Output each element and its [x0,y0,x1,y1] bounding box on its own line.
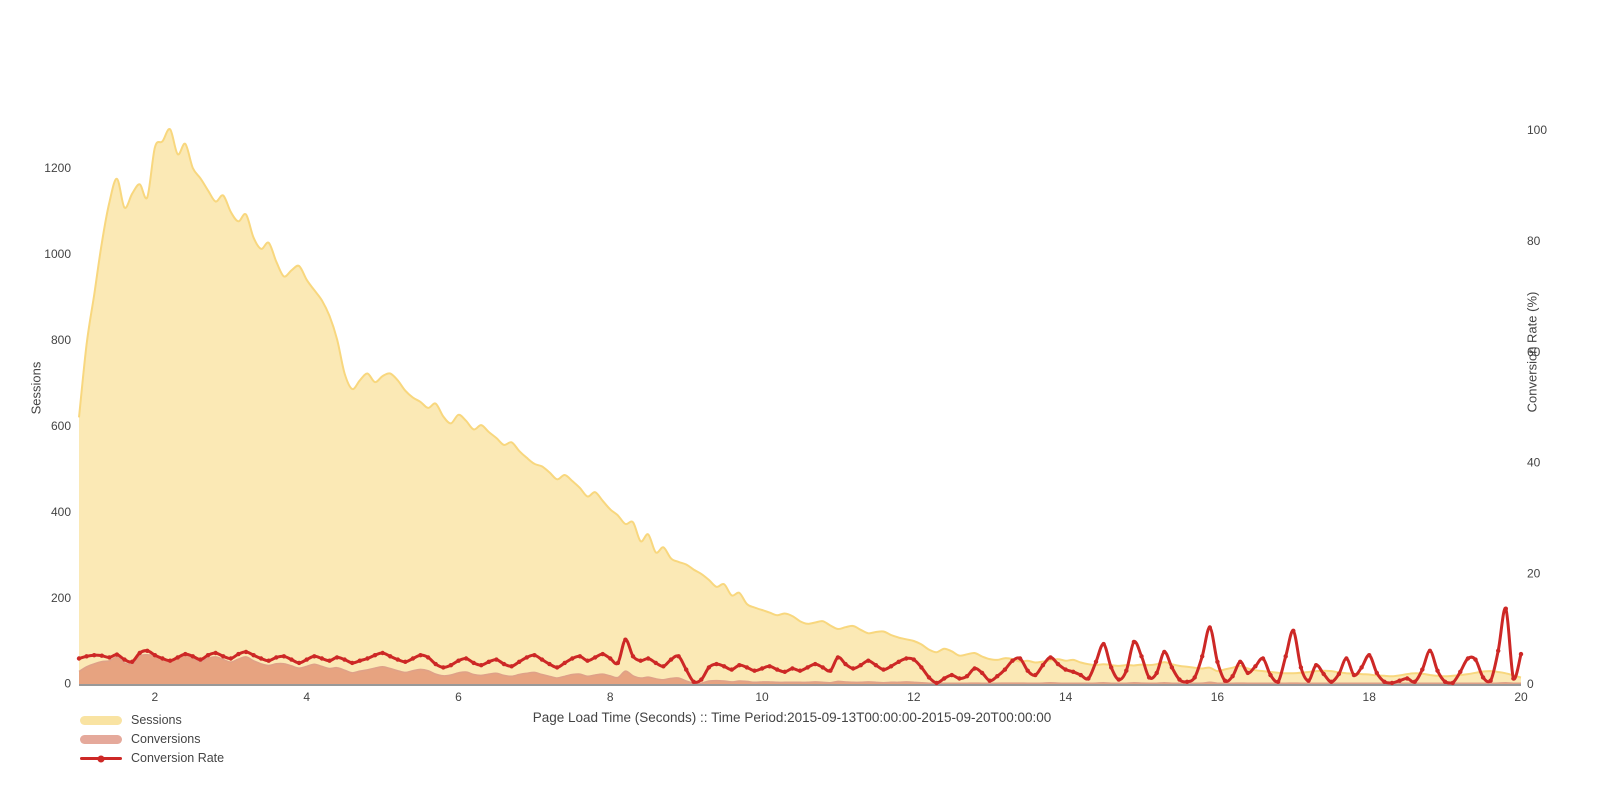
x-tick-label: 4 [303,690,310,704]
y-left-tick-label: 1000 [44,247,71,261]
y-left-tick-label: 600 [51,419,71,433]
x-tick-label: 6 [455,690,462,704]
y-right-tick-label: 40 [1527,456,1541,470]
y-right-tick-label: 80 [1527,234,1541,248]
conversion-rate-markers [76,606,1524,686]
y-axis-title-right: Conversion Rate (%) [1524,291,1540,413]
x-axis-title: Page Load Time (Seconds) :: Time Period:… [532,710,1052,725]
x-tick-label: 18 [1363,690,1377,704]
x-tick-label: 2 [152,690,159,704]
y-left-tick-label: 400 [51,505,71,519]
x-tick-label: 10 [755,690,769,704]
legend-swatch-conversions-icon [80,735,122,744]
x-tick-label: 8 [607,690,614,704]
x-tick-label: 16 [1211,690,1225,704]
x-tick-label: 12 [907,690,921,704]
y-left-tick-label: 200 [51,591,71,605]
legend-swatch-sessions-icon [80,716,122,725]
conversions-area [79,654,1521,684]
y-right-tick-label: 0 [1527,677,1534,691]
y-left-tick-label: 1200 [44,161,71,175]
legend-label-sessions: Sessions [131,713,182,727]
x-tick-label: 14 [1059,690,1073,704]
legend-item-sessions[interactable]: Sessions [80,711,224,730]
y-right-tick-label: 20 [1527,566,1541,580]
sessions-area [79,129,1521,684]
conversions-area-outline [78,654,1521,684]
legend-item-conversions[interactable]: Conversions [80,730,224,749]
x-tick-label: 20 [1514,690,1528,704]
y-left-tick-label: 800 [51,333,71,347]
legend-label-conversions: Conversions [131,732,201,746]
legend-swatch-conversion-rate-icon [80,757,122,760]
y-right-tick-label: 60 [1527,345,1541,359]
legend-label-conversion-rate: Conversion Rate [131,751,225,765]
y-right-tick-label: 100 [1527,123,1547,137]
y-left-tick-label: 0 [64,676,71,690]
y-axis-title-left: Sessions [28,361,44,415]
legend: Sessions Conversions Conversion Rate [80,711,224,768]
legend-item-conversion-rate[interactable]: Conversion Rate [80,749,224,768]
